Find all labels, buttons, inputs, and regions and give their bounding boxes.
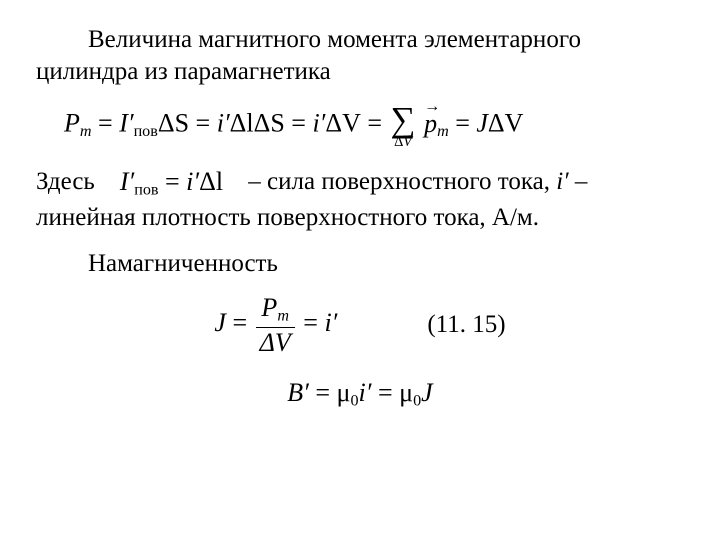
- var-iprime: i′: [556, 168, 568, 195]
- inline-formula-1: I′пов = i′Δl: [120, 167, 230, 196]
- text-tail-1: – сила поверхностного тока,: [248, 168, 556, 195]
- equation-2: J = Pm ΔV = i′: [214, 294, 337, 356]
- equation-1-math: Pm = I′повΔS = i′ΔlΔS = i′ΔV = ∑ ΔV pm =…: [64, 102, 523, 149]
- sum-symbol: ∑ ΔV: [391, 102, 416, 149]
- fraction-pm-dv: Pm ΔV: [256, 294, 295, 356]
- paragraph-2: Здесь I′пов = i′Δl – сила поверхностного…: [36, 165, 684, 234]
- paragraph-3: Намагниченность: [36, 248, 684, 280]
- paragraph-1: Величина магнитного момента элементарног…: [36, 24, 684, 88]
- equation-3: B′ = μ0i′ = μ0J: [287, 378, 432, 411]
- equation-2-row: J = Pm ΔV = i′ (11. 15): [36, 294, 684, 356]
- text-zdes: Здесь: [36, 168, 95, 195]
- equation-3-row: B′ = μ0i′ = μ0J: [36, 378, 684, 411]
- page-content: Величина магнитного момента элементарног…: [0, 0, 720, 411]
- equation-1: Pm = I′повΔS = i′ΔlΔS = i′ΔV = ∑ ΔV pm =…: [36, 102, 684, 149]
- equation-number: (11. 15): [427, 311, 505, 339]
